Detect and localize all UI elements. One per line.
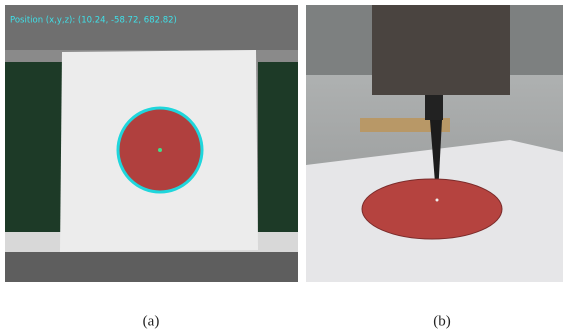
figure: Position (x,y,z): (10.24, -58.72, 682.82… xyxy=(0,0,568,335)
caption-a: (a) xyxy=(143,313,160,329)
caption-b: (b) xyxy=(433,313,451,329)
photo-a: Position (x,y,z): (10.24, -58.72, 682.82… xyxy=(5,5,298,282)
photo-b xyxy=(306,5,563,282)
position-overlay: Position (x,y,z): (10.24, -58.72, 682.82… xyxy=(10,16,177,26)
